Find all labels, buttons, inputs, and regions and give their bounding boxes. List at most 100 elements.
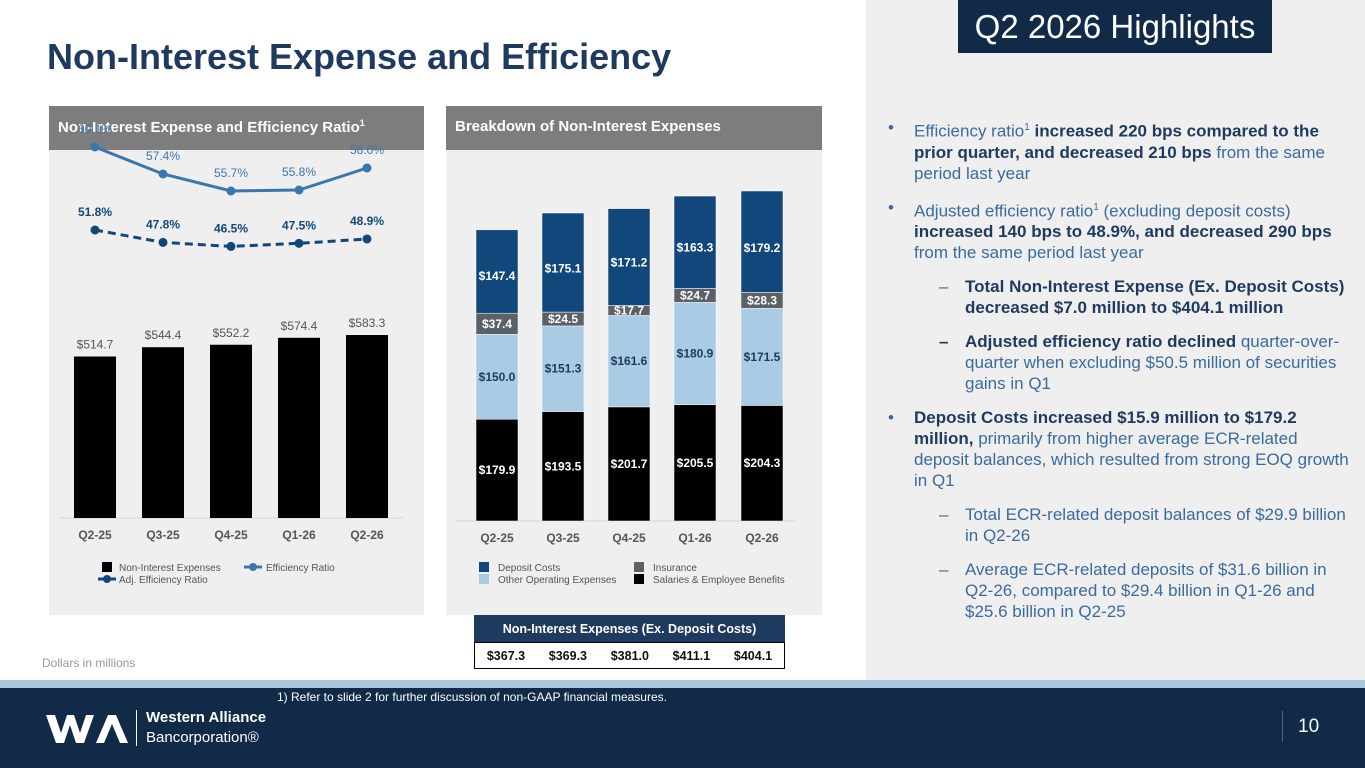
- segment-value-label: $175.1: [545, 261, 582, 275]
- bullet-text: primarily from higher average ECR-relate…: [914, 429, 1349, 491]
- bullet-emphasis: Total Non-Interest Expense (Ex. Deposit …: [965, 277, 1345, 318]
- ex-deposit-value: $369.3: [548, 648, 588, 663]
- panel-header-text: Non-Interest Expense and Efficiency Rati…: [58, 119, 360, 136]
- highlights-badge: Q2 2026 Highlights: [958, 0, 1272, 53]
- x-tick-label: Q2-26: [745, 531, 779, 545]
- x-tick-label: Q1-26: [678, 531, 712, 545]
- adj-efficiency-ratio-label: 46.5%: [214, 221, 248, 235]
- adj-efficiency-ratio-label: 51.8%: [78, 205, 112, 219]
- bullet-text: quarter-over-quarter when excluding $50.…: [965, 332, 1340, 394]
- adj-efficiency-ratio-label: 47.8%: [146, 217, 180, 231]
- x-tick-label: Q3-25: [546, 531, 580, 545]
- breakdown-panel: Breakdown of Non-Interest Expenses $179.…: [446, 106, 822, 615]
- efficiency-ratio-point: [226, 186, 236, 196]
- segment-value-label: $179.2: [744, 241, 781, 255]
- sub-bullet-item: – Adjusted efficiency ratio declined qua…: [888, 331, 1350, 394]
- footnote: 1) Refer to slide 2 for further discussi…: [277, 690, 667, 704]
- ex-deposit-table-header: Non-Interest Expenses (Ex. Deposit Costs…: [474, 615, 785, 642]
- page-number-divider: [1282, 711, 1283, 742]
- expense-ratio-chart: $514.7 Q2-25 $544.4 Q3-25 $552.2 Q4-25 $574.4 Q…: [59, 122, 403, 586]
- logo-divider: [136, 710, 137, 746]
- x-tick-label: Q3-25: [146, 528, 180, 542]
- logo-text: Western Alliance Bancorporation®: [146, 708, 266, 748]
- bar-value-label: $574.4: [281, 319, 318, 333]
- bullet-text: Total ECR-related deposit balances of $2…: [965, 505, 1346, 546]
- bullet-item: • Efficiency ratio1 increased 220 bps co…: [888, 117, 1350, 184]
- efficiency-ratio-label: 55.8%: [282, 165, 316, 179]
- segment-value-label: $205.5: [677, 456, 714, 470]
- ex-deposit-value: $411.1: [672, 648, 711, 663]
- footnote-marker: 1: [1024, 122, 1030, 133]
- segment-value-label: $179.9: [479, 463, 516, 477]
- segment-value-label: $193.5: [545, 459, 582, 473]
- company-logo: Western Alliance Bancorporation®: [46, 708, 266, 748]
- highlights-panel: [866, 0, 1365, 680]
- ex-deposit-value: $367.3: [486, 648, 526, 663]
- bullet-text: Average ECR-related deposits of $31.6 bi…: [965, 560, 1327, 622]
- bullet-item: • Deposit Costs increased $15.9 million …: [888, 407, 1350, 491]
- segment-value-label: $204.3: [744, 456, 781, 470]
- sub-bullet-item: – Total ECR-related deposit balances of …: [888, 504, 1350, 546]
- footnote-marker: 1: [1093, 201, 1099, 213]
- segment-value-label: $17.7: [614, 303, 644, 317]
- sub-bullet-item: – Average ECR-related deposits of $31.6 …: [888, 559, 1350, 622]
- breakdown-panel-header: Breakdown of Non-Interest Expenses: [446, 106, 822, 150]
- legend-swatch-expenses: [102, 562, 112, 572]
- adj-efficiency-ratio-label: 47.5%: [282, 218, 316, 232]
- segment-value-label: $163.3: [677, 240, 714, 254]
- legend-label: Efficiency Ratio: [266, 563, 335, 574]
- x-tick-label: Q2-26: [350, 528, 384, 542]
- breakdown-chart: $179.9 $150.0 $37.4 $147.4 Q2-25 $193.5 $151.3…: [456, 190, 796, 586]
- bullet-text: (excluding deposit costs): [1098, 201, 1291, 221]
- legend-swatch-deposit: [479, 562, 489, 572]
- bar-value-label: $514.7: [77, 338, 114, 352]
- adj-efficiency-ratio-point: [90, 225, 100, 235]
- segment-value-label: $150.0: [479, 370, 516, 384]
- legend-label: Adj. Efficiency Ratio: [119, 575, 208, 586]
- efficiency-ratio-point: [158, 169, 168, 179]
- sub-bullet-item: – Total Non-Interest Expense (Ex. Deposi…: [888, 276, 1350, 318]
- x-tick-label: Q1-26: [282, 528, 316, 542]
- expense-bar: [210, 344, 252, 518]
- stacked-bar-segment: [673, 404, 717, 522]
- expense-ratio-panel-header: Non-Interest Expense and Efficiency Rati…: [49, 106, 424, 150]
- dash-icon: –: [939, 560, 949, 580]
- stacked-bar-segment: [475, 334, 519, 420]
- legend-marker-adj-efficiency: [103, 575, 111, 583]
- stacked-bar-segment: [673, 195, 717, 289]
- bullet-icon: •: [888, 408, 894, 428]
- units-note: Dollars in millions: [42, 656, 136, 670]
- adj-efficiency-ratio-point: [226, 241, 236, 251]
- expense-ratio-panel: Non-Interest Expense and Efficiency Rati…: [49, 106, 424, 615]
- segment-value-label: $24.5: [548, 312, 578, 326]
- bullet-emphasis: Deposit Costs increased $15.9 million to…: [914, 408, 1297, 449]
- expense-bar: [142, 347, 184, 518]
- efficiency-ratio-point: [294, 185, 304, 195]
- bullet-item: • Adjusted efficiency ratio1 (excluding …: [888, 197, 1350, 264]
- segment-value-label: $147.4: [479, 269, 516, 283]
- highlights-list: • Efficiency ratio1 increased 220 bps co…: [888, 117, 1350, 635]
- dash-icon: –: [939, 505, 949, 525]
- ex-deposit-table: Non-Interest Expenses (Ex. Deposit Costs…: [474, 615, 785, 669]
- stacked-bar-segment: [541, 212, 585, 313]
- bullet-icon: •: [888, 118, 894, 137]
- efficiency-ratio-label: 55.7%: [214, 166, 248, 180]
- x-tick-label: Q4-25: [612, 531, 646, 545]
- bullet-text: Efficiency ratio: [914, 121, 1025, 141]
- segment-value-label: $171.2: [611, 256, 648, 270]
- footnote-marker: 1: [359, 118, 365, 128]
- x-tick-label: Q2-25: [480, 531, 514, 545]
- stacked-bar-segment: [541, 325, 585, 412]
- ex-deposit-value: $381.0: [610, 648, 649, 663]
- footer: [0, 688, 1365, 768]
- adj-efficiency-ratio-point: [158, 237, 168, 247]
- stacked-bar-segment: [740, 190, 784, 293]
- legend-label: Non-Interest Expenses: [119, 563, 221, 574]
- bullet-emphasis: increased 140 bps to 48.9%, and decrease…: [914, 222, 1332, 242]
- stacked-bar-segment: [740, 308, 784, 406]
- bullet-text: from the same period last year: [914, 243, 1144, 263]
- legend-swatch-salaries: [634, 574, 644, 584]
- stacked-bar-segment: [607, 315, 651, 408]
- segment-value-label: $24.7: [680, 288, 710, 302]
